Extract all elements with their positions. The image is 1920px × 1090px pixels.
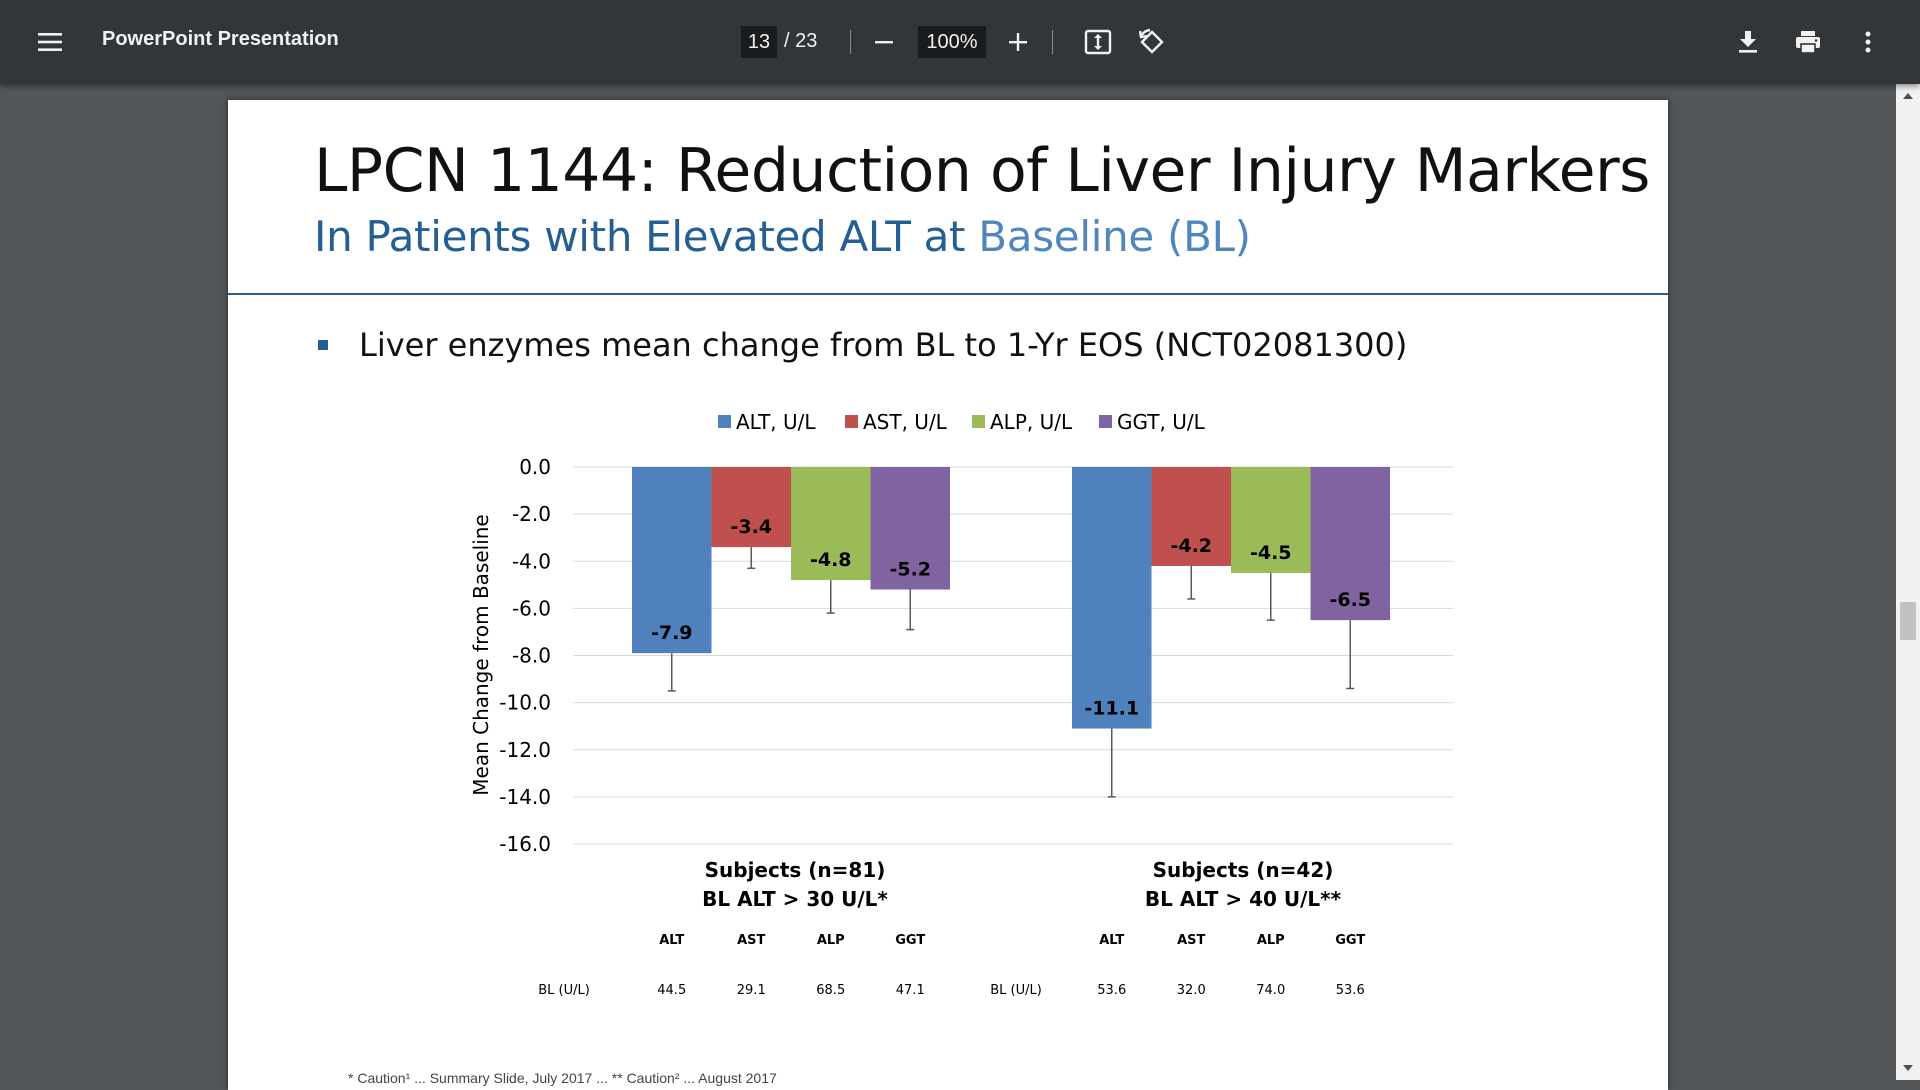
y-tick-label: -14.0 [499,785,551,809]
y-tick-label: -10.0 [499,691,551,715]
legend-swatch [972,415,985,428]
slide-title: LPCN 1144: Reduction of Liver Injury Mar… [314,136,1650,206]
bar [1151,467,1231,566]
bar [711,467,791,548]
bar-chart: 0.0 -2.0 -4.0 -6.0 -8.0 -10.0 -12.0 -14.0 -16.0 M… [469,410,1453,998]
scroll-down-arrow-icon[interactable] [1896,1060,1920,1076]
baseline-row-label: BL (U/L) [538,983,590,998]
data-label: -7.9 [651,622,693,644]
category-label-line1: Subjects (n=42) [1153,858,1334,882]
bullet-text: Liver enzymes mean change from BL to 1-Y… [359,326,1408,364]
baseline-header: ALP [817,933,845,948]
legend-label: GGT, U/L [1117,410,1206,434]
toolbar-divider [1052,30,1053,54]
baseline-header: ALT [659,933,684,948]
data-label: -11.1 [1084,698,1139,720]
baseline-header: ALT [1099,933,1124,948]
bar [870,467,950,590]
legend-swatch [845,415,858,428]
document-title: PowerPoint Presentation [102,28,339,50]
category-label-line2: BL ALT > 30 U/L* [702,887,888,911]
data-label: -5.2 [889,559,931,581]
plus-icon [1009,33,1027,51]
legend-swatch [718,415,731,428]
y-tick-label: -12.0 [499,738,551,762]
menu-icon [38,33,62,51]
rotate-icon [1138,28,1164,54]
fit-page-icon [1084,29,1112,55]
category-label-line1: Subjects (n=81) [705,858,886,882]
data-label: -4.8 [810,549,852,571]
zoom-out-button[interactable] [862,22,906,62]
baseline-value: 44.5 [657,983,686,998]
title-divider [228,293,1668,295]
vertical-scrollbar[interactable] [1896,84,1920,1080]
baseline-value: 53.6 [1097,983,1126,998]
toolbar-divider [850,30,851,54]
pdf-toolbar: PowerPoint Presentation 13 / 23 100% [0,0,1920,84]
slide-page: LPCN 1144: Reduction of Liver Injury Mar… [228,100,1668,1090]
y-tick-label: -8.0 [512,644,551,668]
y-tick-label: -4.0 [512,549,551,573]
fit-to-page-button[interactable] [1076,20,1120,64]
category-label-line2: BL ALT > 40 U/L** [1145,887,1342,911]
baseline-value: 29.1 [737,983,766,998]
scroll-up-arrow-icon[interactable] [1896,88,1920,104]
zoom-in-button[interactable] [996,22,1040,62]
bar [1310,467,1390,621]
baseline-header: AST [1177,933,1205,948]
y-axis-label: Mean Change from Baseline [469,514,493,795]
rotate-button[interactable] [1130,20,1174,64]
y-tick-label: 0.0 [519,455,551,479]
baseline-value: 68.5 [816,983,845,998]
baseline-header: GGT [895,933,925,948]
scrollbar-thumb[interactable] [1900,602,1916,640]
page-number-input[interactable]: 13 [741,26,777,58]
page-total: / 23 [784,30,818,52]
y-tick-label: -6.0 [512,596,551,620]
print-icon [1796,31,1820,54]
menu-button[interactable] [26,18,74,66]
bar [632,467,712,654]
baseline-header: GGT [1335,933,1365,948]
baseline-value: 53.6 [1336,983,1365,998]
baseline-value: 74.0 [1256,983,1285,998]
more-options-button[interactable] [1846,20,1890,64]
data-label: -3.4 [730,516,772,538]
more-vert-icon [1865,31,1871,53]
download-button[interactable] [1726,20,1770,64]
bar [791,467,871,581]
bar [1072,467,1152,729]
minus-icon [875,41,893,44]
footnote: * Caution¹ ... Summary Slide, July 2017 … [348,1070,777,1086]
print-button[interactable] [1786,20,1830,64]
legend-label: AST, U/L [863,410,948,434]
data-label: -4.5 [1250,542,1292,564]
subtitle-part-1: In Patients with Elevated ALT at [314,212,979,261]
zoom-level-input[interactable]: 100% [918,26,986,58]
legend-label: ALP, U/L [990,410,1073,434]
download-icon [1739,31,1757,53]
subtitle-part-2: Baseline (BL) [978,212,1251,261]
bar [1231,467,1311,574]
y-tick-label: -2.0 [512,502,551,526]
legend-swatch [1099,415,1112,428]
baseline-header: ALP [1257,933,1285,948]
baseline-value: 32.0 [1177,983,1206,998]
baseline-row-label: BL (U/L) [990,983,1042,998]
data-label: -4.2 [1170,535,1212,557]
baseline-header: AST [737,933,765,948]
legend-label: ALT, U/L [736,410,816,434]
data-label: -6.5 [1329,589,1371,611]
slide-subtitle: In Patients with Elevated ALT at Baselin… [314,212,1251,261]
baseline-value: 47.1 [896,983,925,998]
bullet-square-icon [318,340,328,350]
y-tick-label: -16.0 [499,832,551,856]
